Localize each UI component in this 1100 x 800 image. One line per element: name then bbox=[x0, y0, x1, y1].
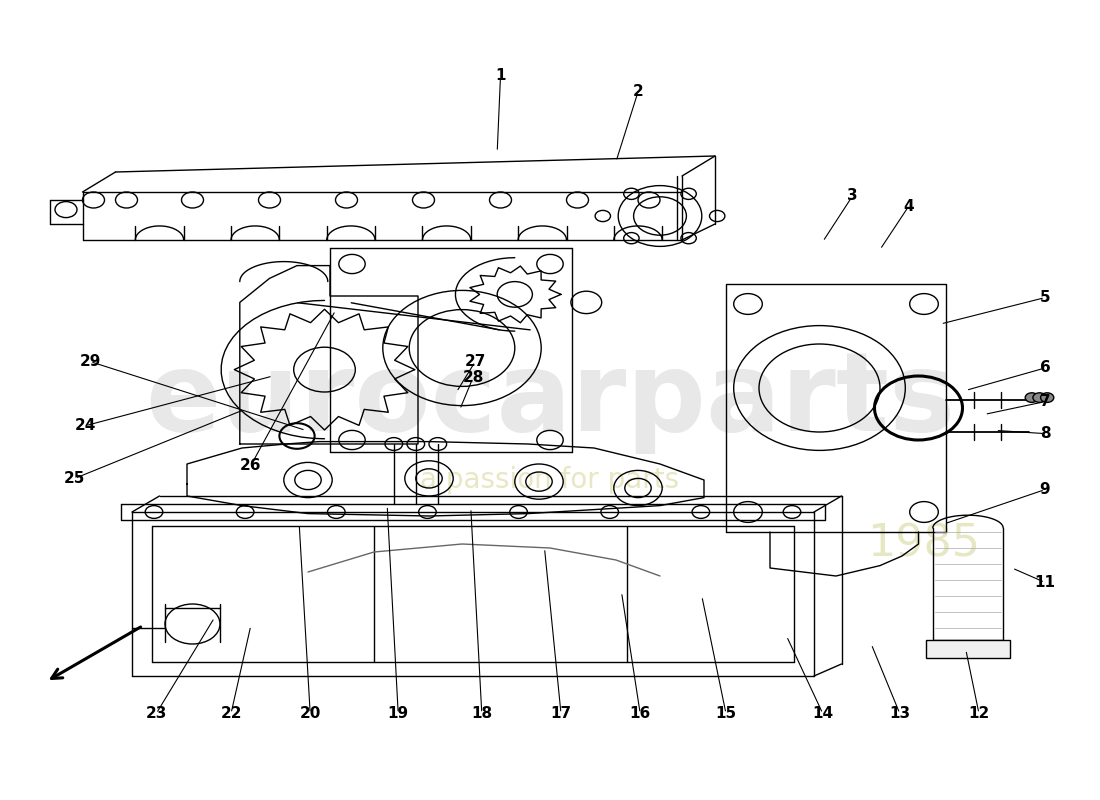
Circle shape bbox=[1041, 393, 1054, 402]
Text: 9: 9 bbox=[1040, 482, 1050, 497]
Text: 16: 16 bbox=[629, 706, 651, 721]
Text: 5: 5 bbox=[1040, 290, 1050, 305]
Text: 24: 24 bbox=[75, 418, 97, 433]
Text: 26: 26 bbox=[240, 458, 262, 473]
Text: 7: 7 bbox=[1040, 394, 1050, 409]
Text: 29: 29 bbox=[79, 354, 101, 369]
Text: 6: 6 bbox=[1040, 361, 1050, 375]
Text: 2: 2 bbox=[632, 85, 644, 99]
Text: 14: 14 bbox=[812, 706, 834, 721]
Text: 22: 22 bbox=[220, 706, 242, 721]
Text: 1985: 1985 bbox=[868, 522, 980, 566]
Text: eurocarparts: eurocarparts bbox=[145, 346, 955, 454]
Text: 11: 11 bbox=[1034, 575, 1056, 590]
Text: 23: 23 bbox=[145, 706, 167, 721]
Text: 17: 17 bbox=[550, 706, 572, 721]
Text: 28: 28 bbox=[462, 370, 484, 385]
Text: 27: 27 bbox=[464, 354, 486, 369]
Circle shape bbox=[1025, 393, 1038, 402]
Text: 20: 20 bbox=[299, 706, 321, 721]
Text: a passion for parts: a passion for parts bbox=[420, 466, 680, 494]
Text: 19: 19 bbox=[387, 706, 409, 721]
Text: 4: 4 bbox=[903, 199, 914, 214]
Text: 1: 1 bbox=[495, 69, 506, 83]
Text: 12: 12 bbox=[968, 706, 990, 721]
Text: 13: 13 bbox=[889, 706, 911, 721]
Bar bbox=[926, 640, 1010, 658]
Text: 8: 8 bbox=[1040, 426, 1050, 441]
Text: 3: 3 bbox=[847, 189, 858, 203]
Circle shape bbox=[1033, 393, 1046, 402]
Text: 18: 18 bbox=[471, 706, 493, 721]
Text: 25: 25 bbox=[64, 471, 86, 486]
Text: 15: 15 bbox=[715, 706, 737, 721]
